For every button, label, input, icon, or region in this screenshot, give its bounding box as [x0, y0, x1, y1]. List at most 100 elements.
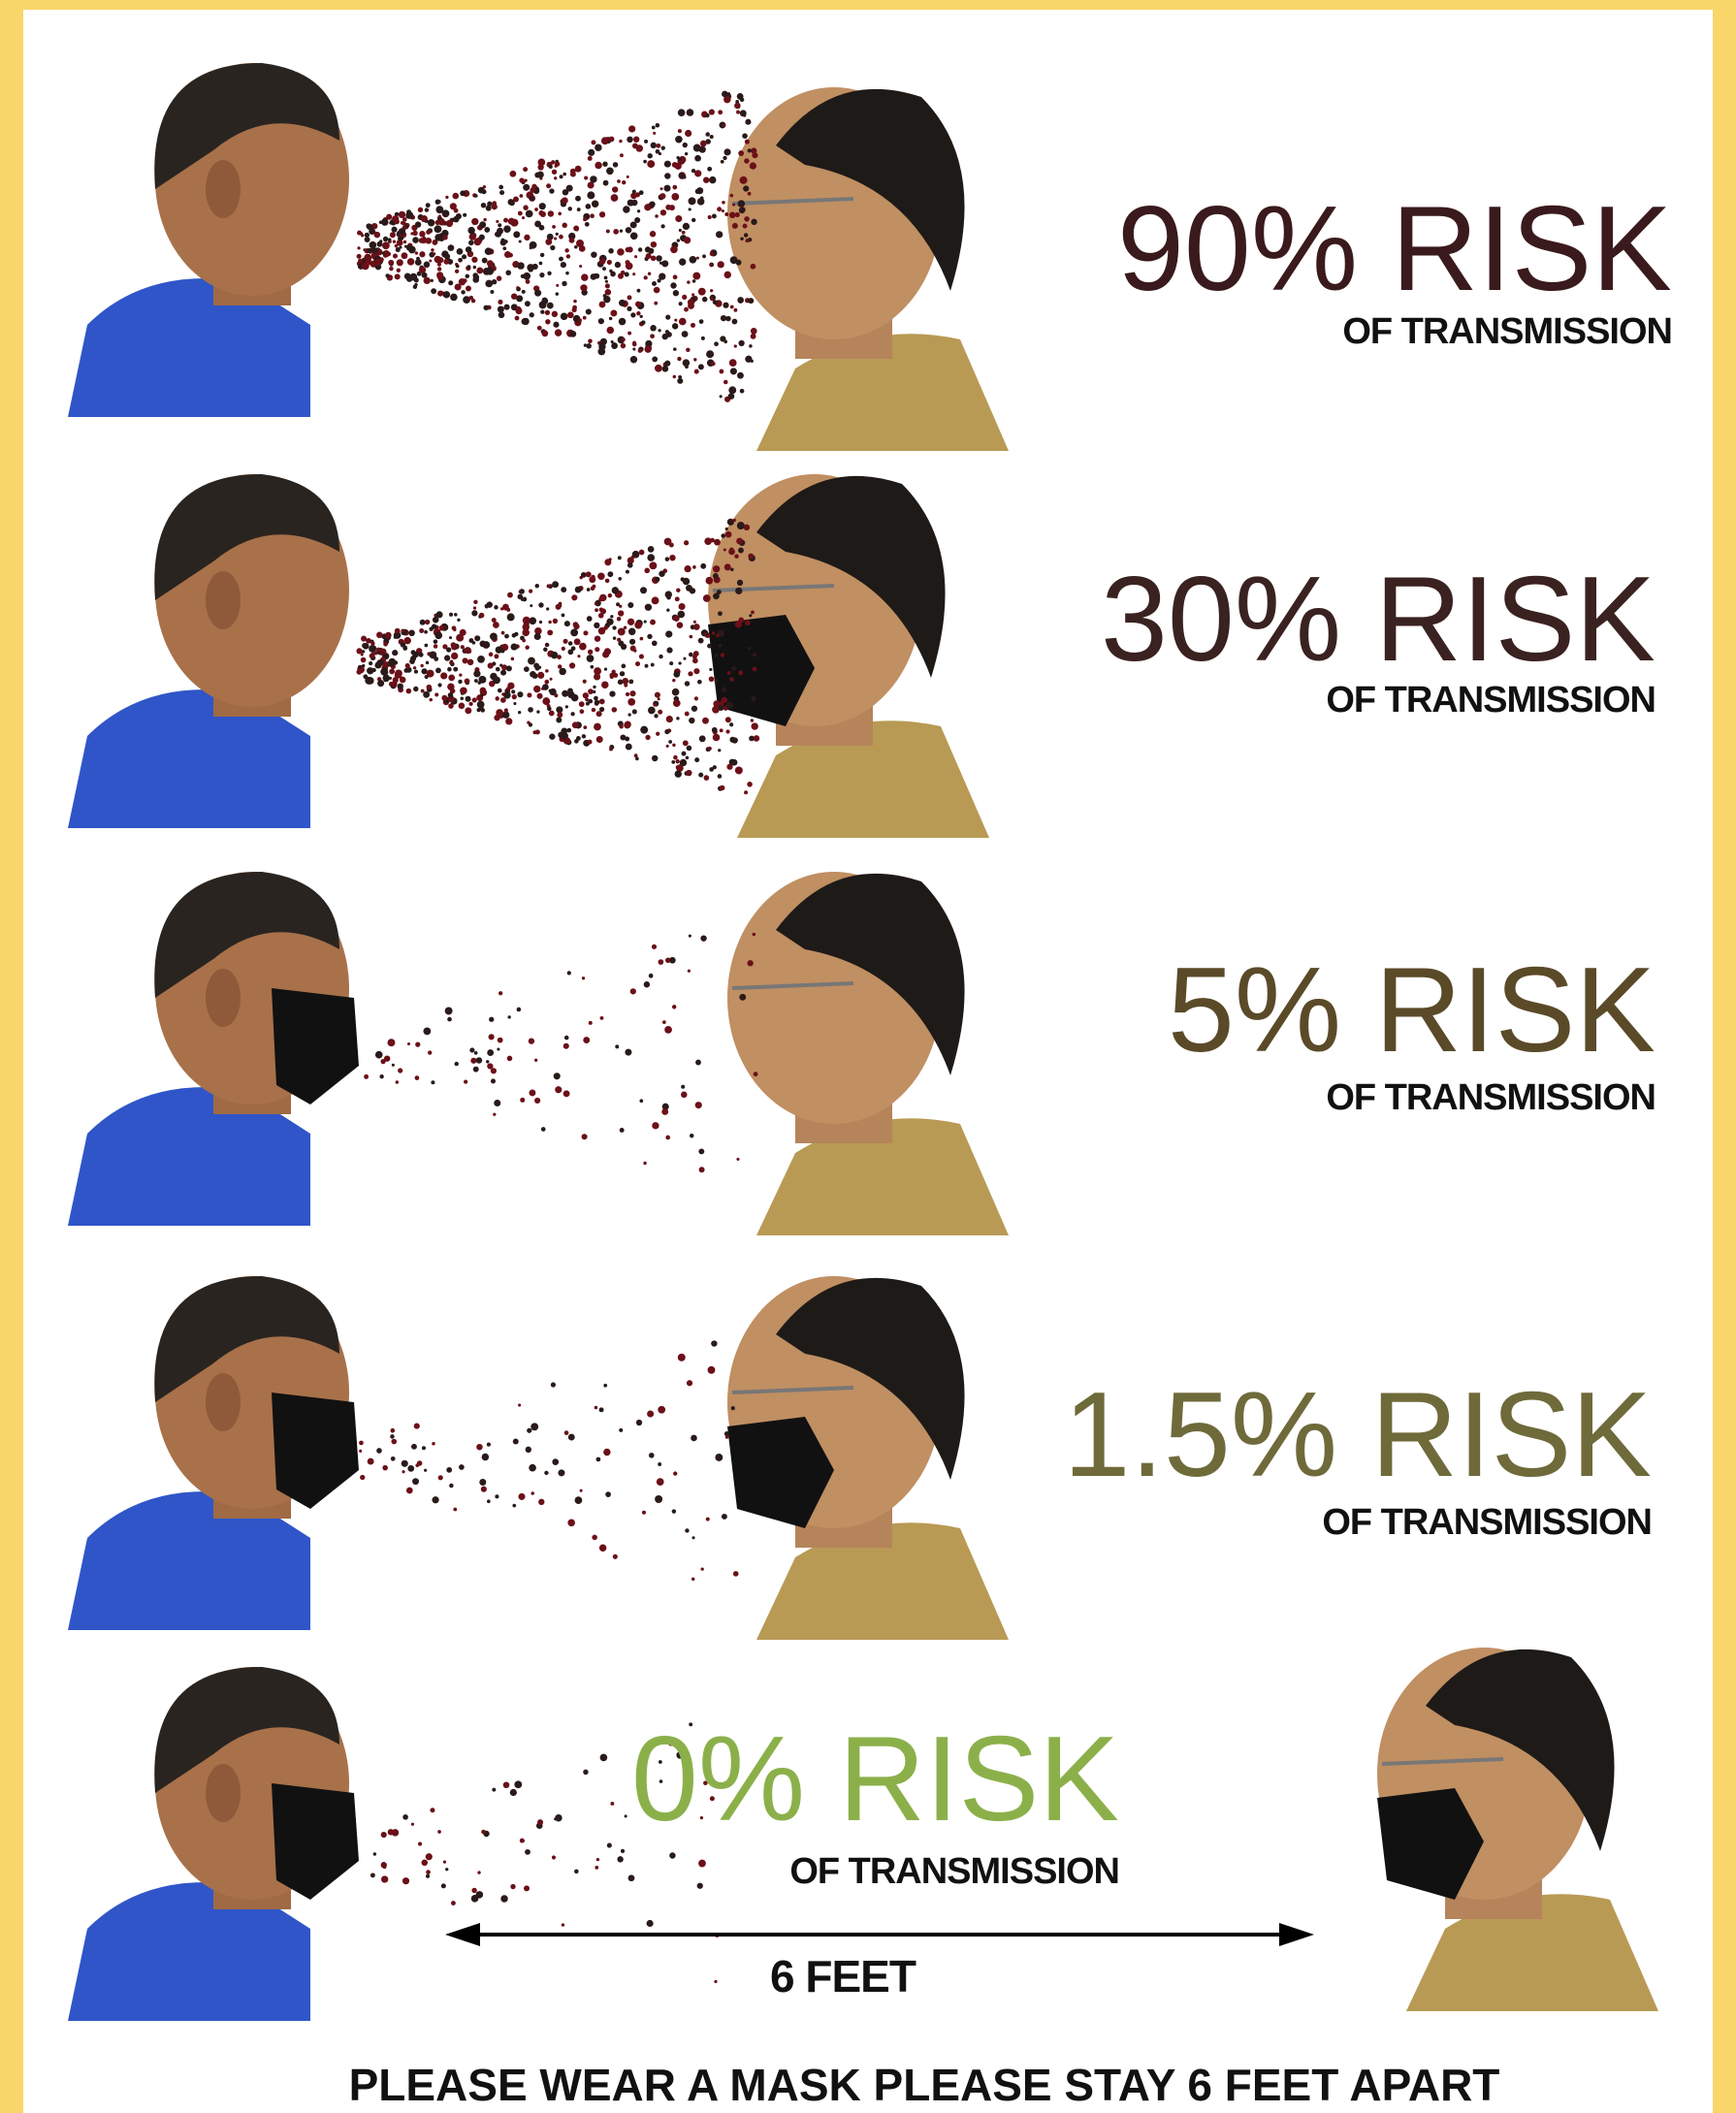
droplet — [678, 611, 686, 619]
droplet — [700, 563, 706, 569]
droplet — [692, 565, 696, 569]
droplet — [599, 699, 605, 705]
droplet — [551, 1382, 556, 1387]
droplet — [705, 132, 710, 137]
droplet — [682, 331, 689, 337]
droplet — [678, 109, 686, 116]
droplet — [632, 190, 636, 194]
droplet — [690, 256, 697, 264]
droplet — [498, 185, 503, 190]
droplet — [582, 1134, 588, 1139]
droplet — [572, 305, 577, 310]
droplet — [379, 240, 382, 242]
droplet — [644, 275, 648, 279]
droplet — [639, 550, 645, 556]
droplet — [570, 712, 574, 716]
droplet — [738, 150, 744, 156]
droplet — [436, 611, 443, 618]
droplet — [720, 728, 723, 732]
droplet — [650, 334, 655, 338]
droplet — [519, 589, 524, 593]
droplet — [643, 160, 647, 164]
droplet — [507, 613, 515, 621]
droplet — [689, 653, 693, 657]
droplet — [744, 790, 748, 794]
droplet — [437, 1830, 441, 1834]
droplet — [694, 369, 699, 374]
droplet — [660, 187, 663, 190]
droplet — [610, 272, 616, 277]
droplet — [711, 362, 716, 367]
droplet — [723, 148, 730, 155]
droplet — [640, 587, 647, 593]
droplet — [561, 313, 568, 321]
droplet — [635, 661, 640, 666]
droplet — [516, 286, 519, 289]
droplet — [588, 650, 593, 655]
risk-label: 5% RISK — [1168, 944, 1656, 1077]
droplet — [434, 644, 438, 649]
droplet — [689, 197, 696, 205]
droplet — [410, 232, 413, 235]
risk-label: 90% RISK — [1117, 182, 1672, 316]
droplet — [625, 721, 631, 728]
droplet — [691, 1578, 694, 1581]
droplet — [581, 273, 588, 280]
droplet — [599, 302, 606, 308]
droplet — [412, 237, 419, 243]
droplet — [691, 218, 695, 222]
droplet — [605, 1491, 611, 1497]
droplet — [399, 228, 405, 235]
droplet — [678, 157, 682, 161]
droplet — [619, 318, 627, 326]
droplet — [587, 191, 595, 199]
droplet — [693, 358, 696, 361]
droplet — [730, 368, 737, 374]
droplet — [554, 176, 557, 179]
droplet — [447, 667, 452, 672]
droplet — [728, 386, 736, 394]
droplet — [379, 1074, 383, 1078]
droplet — [480, 693, 483, 696]
droplet — [428, 219, 435, 227]
droplet — [715, 1454, 723, 1461]
droplet — [518, 1493, 525, 1500]
droplet — [609, 317, 612, 320]
droplet — [455, 1062, 459, 1066]
droplet — [661, 260, 668, 267]
droplet — [443, 1861, 446, 1864]
droplet — [599, 211, 605, 217]
droplet — [524, 666, 530, 672]
droplet — [713, 565, 720, 572]
droplet — [638, 349, 642, 353]
droplet — [623, 206, 629, 212]
droplet — [662, 366, 669, 372]
droplet — [359, 1441, 364, 1446]
droplet — [461, 290, 466, 295]
droplet — [499, 664, 502, 667]
droplet — [432, 1442, 435, 1446]
droplet — [403, 240, 406, 243]
droplet — [435, 668, 441, 674]
droplet — [487, 202, 492, 207]
droplet — [719, 369, 723, 374]
droplet — [585, 222, 590, 227]
droplet — [636, 1420, 642, 1425]
droplet — [751, 719, 754, 721]
droplet — [520, 1098, 525, 1103]
droplet — [628, 1874, 635, 1881]
droplet — [375, 260, 381, 266]
droplet — [545, 239, 552, 245]
droplet — [562, 1923, 564, 1926]
droplet — [528, 657, 535, 665]
droplet — [656, 732, 659, 736]
droplet — [412, 274, 416, 278]
droplet — [560, 175, 563, 178]
droplet — [553, 322, 559, 328]
droplet — [511, 689, 515, 693]
droplet — [708, 1366, 716, 1374]
droplet — [506, 687, 510, 690]
droplet — [367, 667, 373, 674]
droplet — [552, 581, 559, 588]
risk-detail: OF TRANSMISSION — [1326, 1077, 1656, 1118]
